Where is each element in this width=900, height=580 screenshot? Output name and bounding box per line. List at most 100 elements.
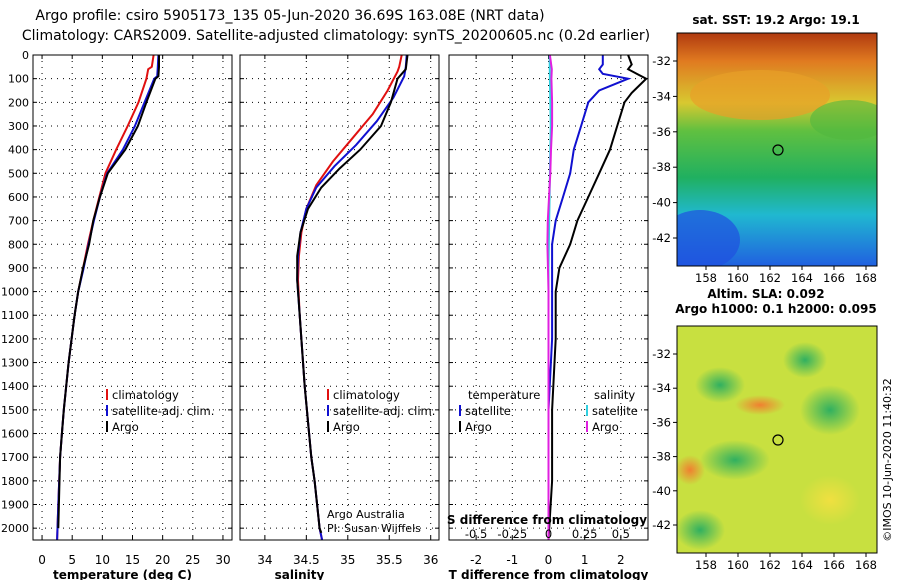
s-tick-label: 0.25 [572, 527, 598, 541]
header-line-2: Climatology: CARS2009. Satellite-adjuste… [22, 28, 650, 44]
legend-argo-label: Argo [112, 420, 139, 434]
legend-satellite-label: satellite-adj. clim. [333, 404, 435, 418]
x-tick-label: 35 [340, 553, 355, 567]
lat-tick-label: -34 [652, 89, 671, 103]
legend-climatology-label: climatology [112, 388, 179, 402]
lon-tick-label: 166 [823, 558, 845, 572]
lon-tick-label: 158 [695, 271, 717, 285]
legend-s-argo-label: Argo [592, 420, 619, 434]
x-tick-label: 36 [423, 553, 438, 567]
s-tick-label: -0.25 [497, 527, 527, 541]
lat-tick-label: -42 [652, 518, 671, 532]
y-tick-label: 400 [8, 144, 29, 157]
series-line-t-argo [547, 54, 648, 541]
x-tick-label: 25 [185, 553, 200, 567]
y-tick-label: 600 [8, 191, 29, 204]
x-tick-label: 1 [581, 553, 589, 567]
sla-blob-4 [800, 385, 860, 435]
header-line-1: Argo profile: csiro 5905173_135 05-Jun-2… [35, 8, 544, 24]
panel-frame [448, 54, 649, 541]
x-tick-label: -1 [506, 553, 518, 567]
panel-difference: -2 -1 0 1 2T difference from climatology temp… [447, 54, 649, 580]
x-tick-label: 34.5 [293, 553, 320, 567]
lon-tick-label: 166 [823, 271, 845, 285]
series-line-s-argo [546, 54, 554, 540]
sst-frame [676, 32, 878, 267]
sst-title: sat. SST: 19.2 Argo: 19.1 [692, 13, 859, 27]
x-axis-label: salinity [275, 568, 325, 580]
legend-argo-label: Argo [333, 420, 360, 434]
x-tick-label: 30 [215, 553, 230, 567]
credit-line: Argo Australia [327, 508, 405, 521]
legend-climatology-label: climatology [333, 388, 400, 402]
x-tick-label: 15 [125, 553, 140, 567]
legend-salinity-title: salinity [594, 388, 635, 402]
lat-tick-label: -32 [652, 347, 671, 361]
series-line-t-satellite [547, 55, 632, 540]
sla-blob-8 [677, 510, 725, 550]
sst-warm-eddy [690, 70, 830, 120]
y-tick-label: 1100 [1, 309, 29, 322]
x-axis-label: T difference from climatology [449, 568, 649, 580]
lon-tick-label: 164 [791, 558, 813, 572]
lat-tick-label: -38 [652, 450, 671, 464]
sla-title-2: Argo h1000: 0.1 h2000: 0.095 [675, 302, 876, 316]
series-line-argo [296, 54, 409, 534]
sla-blob-6 [677, 455, 705, 485]
lon-tick-label: 168 [855, 558, 877, 572]
y-tick-label: 200 [8, 96, 29, 109]
panel-temperature: 0100200300400500600700800900100011001200… [1, 49, 233, 580]
sst-cool-patch [810, 100, 877, 140]
lon-tick-label: 168 [855, 271, 877, 285]
x-tick-label: -2 [470, 553, 482, 567]
sla-blob-3 [700, 440, 770, 480]
panel-frame [32, 54, 233, 541]
y-tick-label: 1400 [1, 380, 29, 393]
sla-axis-ticks: -32 -34 -36 -38 -40 -42 158 160 162 164 166 168 [652, 347, 877, 572]
lat-tick-label: -32 [652, 54, 671, 68]
imos-timestamp: ©IMOS 10-Jun-2020 11:40:32 [881, 378, 894, 542]
sst-map: sat. SST: 19.2 Argo: 19.1 -32 -34 -36 -38 -4… [652, 13, 878, 285]
y-tick-label: 1300 [1, 357, 29, 370]
sla-blob-7 [800, 475, 860, 525]
x-tick-label: 0 [38, 553, 46, 567]
panel-frame [239, 54, 440, 541]
lat-tick-label: -34 [652, 381, 671, 395]
y-tick-label: 800 [8, 238, 29, 251]
y-tick-label: 1600 [1, 428, 29, 441]
legend-t-argo-label: Argo [465, 420, 492, 434]
x-tick-label: 5 [68, 553, 76, 567]
sla-blob-1 [695, 367, 745, 403]
y-tick-label: 1900 [1, 499, 29, 512]
lon-tick-label: 162 [759, 558, 781, 572]
sst-cold-patch [677, 210, 740, 266]
s-tick-label: 0.5 [612, 527, 630, 541]
y-tick-label: 1200 [1, 333, 29, 346]
legend-s-satellite-label: satellite [592, 404, 638, 418]
sst-axis-ticks: -32 -34 -36 -38 -40 -42 158 160 162 164 166 168 [652, 54, 877, 285]
sla-blob-5 [735, 395, 785, 415]
profile-panels: 0100200300400500600700800900100011001200… [1, 49, 649, 580]
y-tick-label: 1800 [1, 475, 29, 488]
y-tick-label: 0 [22, 49, 29, 62]
x-tick-label: 2 [617, 553, 625, 567]
s-tick-label: -0.5 [465, 527, 487, 541]
lon-tick-label: 158 [695, 558, 717, 572]
lat-tick-label: -40 [652, 196, 671, 210]
credit-line: PI: Susan Wijffels [327, 522, 421, 535]
y-tick-label: 300 [8, 120, 29, 133]
s-tick-label: 0 [545, 527, 552, 541]
y-tick-label: 2000 [1, 522, 29, 535]
x-tick-label: 0 [545, 553, 553, 567]
s-axis-label: S difference from climatology [447, 513, 647, 527]
legend-t-satellite-label: satellite [465, 404, 511, 418]
y-tick-label: 1500 [1, 404, 29, 417]
lat-tick-label: -36 [652, 415, 671, 429]
lat-tick-label: -38 [652, 160, 671, 174]
lon-tick-label: 164 [791, 271, 813, 285]
lat-tick-label: -36 [652, 125, 671, 139]
sla-frame [676, 325, 878, 554]
x-tick-label: 20 [155, 553, 170, 567]
y-tick-label: 1700 [1, 451, 29, 464]
